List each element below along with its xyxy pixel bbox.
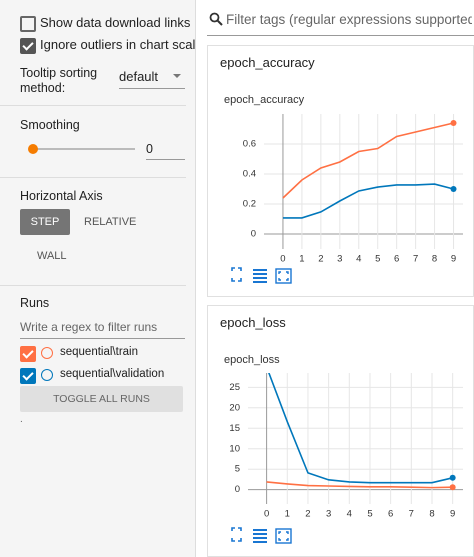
y-tick-label: 15: [229, 423, 240, 434]
x-tick-label: 5: [375, 254, 380, 265]
y-tick-label: 0.6: [243, 139, 256, 150]
x-tick-label: 9: [450, 509, 455, 520]
icon-part: [231, 527, 242, 542]
toggle-button[interactable]: TOGGLE ALL RUNS: [20, 386, 183, 412]
y-tick-label: 10: [229, 443, 240, 454]
divider: [0, 105, 186, 106]
series-line: [266, 481, 453, 489]
slider-thumb[interactable]: [28, 144, 38, 154]
footnote: .: [20, 414, 23, 425]
fit-icon[interactable]: [275, 268, 292, 284]
run-color-circle: [41, 369, 53, 381]
checkbox[interactable]: [20, 38, 36, 54]
x-tick-label: 6: [388, 509, 393, 520]
series-line: [282, 122, 454, 199]
icon-part: [231, 267, 242, 282]
x-tick-label: 4: [356, 254, 361, 265]
x-tick-label: 2: [305, 509, 310, 520]
axis-button[interactable]: WALL: [37, 250, 67, 262]
x-tick-label: 6: [394, 254, 399, 265]
x-tick-label: 2: [318, 254, 323, 265]
section-label: Runs: [20, 296, 50, 310]
option-label: Show data download links: [40, 15, 191, 30]
run-checkbox[interactable]: [20, 346, 36, 362]
filter-underline: [207, 35, 474, 36]
option-label: Ignore outliers in chart scaling: [40, 37, 195, 52]
x-tick-label: 9: [451, 254, 456, 265]
card-header: epoch_loss: [220, 315, 286, 330]
last-point: [450, 120, 457, 126]
x-tick-label: 4: [347, 509, 352, 520]
section-label: Smoothing: [20, 118, 80, 132]
y-tick-label: 5: [235, 464, 240, 475]
slider-track: [32, 148, 135, 150]
x-tick-label: 0: [280, 254, 285, 265]
run-name: sequential\train: [60, 346, 138, 358]
axis-button[interactable]: RELATIVE: [84, 216, 137, 228]
last-point: [449, 484, 456, 491]
chart-card: epoch_accuracy epoch_accuracy 0 0.2 0.4 0.6 0 1…: [207, 45, 474, 297]
y-tick-label: 25: [229, 382, 240, 393]
axis-button[interactable]: STEP: [20, 209, 70, 235]
chart-title: epoch_loss: [224, 354, 280, 366]
series-line: [282, 183, 454, 219]
x-tick-label: 1: [299, 254, 304, 265]
checkbox[interactable]: [20, 16, 36, 32]
x-tick-label: 5: [367, 509, 372, 520]
tooltip-label: Tooltip sorting method:: [20, 66, 98, 95]
fullscreen-icon[interactable]: [231, 527, 242, 542]
icon-part: [278, 531, 289, 541]
smoothing-value: 0: [146, 142, 153, 156]
fit-icon[interactable]: [275, 528, 292, 544]
series-line: [268, 373, 453, 484]
dropdown-arrow: [173, 74, 181, 82]
y-tick-label: 0: [235, 484, 240, 495]
run-checkbox[interactable]: [20, 368, 36, 384]
y-tick-label: 20: [229, 402, 240, 413]
icon-part: [278, 271, 289, 281]
icon-part: [275, 268, 292, 284]
chart: epoch_loss 0 5 10 15 20 25 0 1 2 3 4 5 6 7 8 9: [224, 354, 463, 544]
data-icon[interactable]: [253, 529, 267, 543]
filter-input[interactable]: Filter tags (regular expressions support…: [226, 12, 472, 27]
x-tick-label: 0: [264, 509, 269, 520]
chart: epoch_accuracy 0 0.2 0.4 0.6 0 1 2 3 4 5 6 7 8 9: [224, 94, 463, 284]
last-point: [449, 474, 456, 481]
run-color-circle: [41, 347, 53, 359]
search-icon: [209, 12, 223, 26]
x-tick-label: 7: [409, 509, 414, 520]
y-tick-label: 0: [251, 229, 256, 240]
data-icon[interactable]: [253, 269, 267, 283]
x-tick-label: 8: [432, 254, 437, 265]
chart-title: epoch_accuracy: [224, 94, 305, 106]
dropdown[interactable]: default: [119, 69, 185, 89]
divider: [0, 285, 186, 286]
chart-card: epoch_loss epoch_loss 0 5 10 15 20 25 0 1 2 3 4 5 6 7 8 9: [207, 305, 474, 557]
x-tick-label: 7: [413, 254, 418, 265]
icon-part: [275, 528, 292, 544]
y-tick-label: 0.2: [243, 199, 256, 210]
run-name: sequential\validation: [60, 368, 165, 380]
sidebar: Show data download links Ignore outliers…: [0, 0, 196, 557]
x-tick-label: 3: [337, 254, 342, 265]
x-tick-label: 1: [285, 509, 290, 520]
card-header: epoch_accuracy: [220, 55, 315, 70]
x-tick-label: 3: [326, 509, 331, 520]
divider: [0, 177, 186, 178]
smoothing-input[interactable]: 0: [146, 142, 185, 160]
section-label: Horizontal Axis: [20, 189, 103, 203]
y-tick-label: 0.4: [243, 169, 256, 180]
fullscreen-icon[interactable]: [231, 267, 242, 282]
last-point: [450, 186, 457, 192]
runs-filter[interactable]: Write a regex to filter runs: [20, 320, 185, 339]
x-tick-label: 8: [429, 509, 434, 520]
dropdown-value: default: [119, 69, 159, 84]
